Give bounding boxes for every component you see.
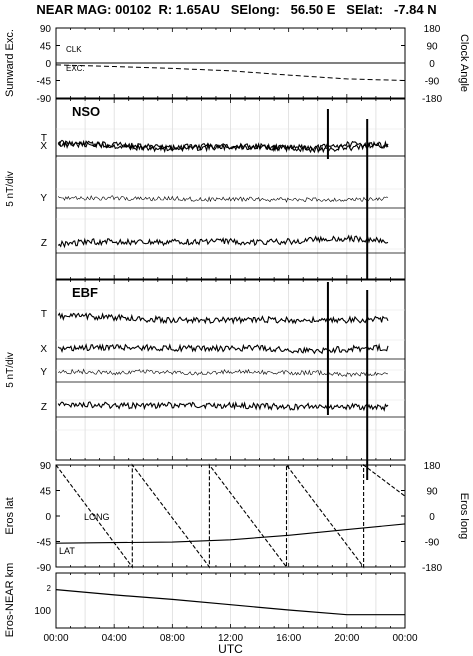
ebf-trace-z bbox=[57, 400, 389, 412]
y-tick-right-label: 90 bbox=[426, 42, 438, 53]
y-tick-right-label: -180 bbox=[422, 94, 442, 105]
y-tick-left-label: -90 bbox=[37, 94, 52, 105]
y-axis-label-right: Clock Angle bbox=[458, 34, 470, 92]
range-axis-label: Eros-NEAR km bbox=[4, 563, 16, 638]
x-tick-label: 12:00 bbox=[218, 633, 243, 644]
range-tick-label: 2 bbox=[47, 584, 52, 593]
ebf-trace-x bbox=[57, 343, 389, 355]
ebf-component-label-t: T bbox=[41, 309, 47, 320]
eros-lat-tick-label: -90 bbox=[37, 563, 52, 574]
ebf-component-label-y: Y bbox=[40, 367, 47, 378]
range-tick-label: 100 bbox=[34, 606, 51, 617]
nso-trace-y bbox=[57, 195, 389, 203]
x-axis-label: UTC bbox=[218, 642, 243, 656]
y-axis-label-left: Sunward Exc. bbox=[4, 29, 16, 97]
nso-y-axis-label: 5 nT/div bbox=[5, 171, 16, 207]
x-tick-label: 00:00 bbox=[392, 633, 417, 644]
annotation-exc: EXC. bbox=[66, 64, 85, 73]
series-clk bbox=[55, 64, 406, 81]
nso-trace-z bbox=[57, 234, 389, 249]
x-tick-label: 04:00 bbox=[102, 633, 127, 644]
ebf-component-label-z: Z bbox=[41, 402, 47, 413]
y-tick-left-label: 90 bbox=[40, 24, 52, 35]
eros-long-tick-label: 90 bbox=[426, 487, 438, 498]
nso-panel-label: NSO bbox=[72, 104, 100, 119]
nso-component-label-x: X bbox=[40, 141, 47, 152]
eros-long-tick-label: 0 bbox=[429, 512, 435, 523]
y-tick-left-label: 45 bbox=[40, 42, 52, 53]
y-tick-right-label: 180 bbox=[424, 24, 441, 35]
nso-component-label-z: Z bbox=[41, 238, 47, 249]
nso-component-label-t: T bbox=[41, 133, 47, 144]
annotation-long: LONG bbox=[84, 512, 110, 522]
series-range bbox=[55, 589, 405, 616]
y-tick-left-label: 0 bbox=[45, 59, 51, 70]
x-tick-label: 08:00 bbox=[160, 633, 185, 644]
ebf-component-label-x: X bbox=[40, 344, 47, 355]
eros-long-tick-label: -180 bbox=[422, 563, 442, 574]
ebf-panel-label: EBF bbox=[72, 285, 98, 300]
page-title: NEAR MAG: 00102 R: 1.65AU SElong: 56.50 … bbox=[36, 2, 437, 17]
eros-long-tick-label: -90 bbox=[425, 538, 440, 549]
eros-lat-tick-label: 45 bbox=[40, 487, 52, 498]
annotation-lat: LAT bbox=[59, 546, 75, 556]
ebf-trace-t bbox=[57, 312, 389, 325]
annotation-clk: CLK bbox=[66, 45, 82, 54]
y-tick-right-label: -90 bbox=[425, 77, 440, 88]
series-lat bbox=[55, 523, 406, 544]
eros-lat-tick-label: 0 bbox=[45, 512, 51, 523]
series-long bbox=[55, 463, 406, 569]
eros-lat-axis-label: Eros lat bbox=[4, 497, 16, 534]
eros-lat-tick-label: 90 bbox=[40, 461, 52, 472]
y-tick-left-label: -45 bbox=[37, 77, 52, 88]
nso-component-label-y: Y bbox=[40, 193, 47, 204]
x-tick-label: 16:00 bbox=[276, 633, 301, 644]
ebf-y-axis-label: 5 nT/div bbox=[5, 352, 16, 388]
y-tick-right-label: 0 bbox=[429, 59, 435, 70]
eros-long-axis-label: Eros long bbox=[458, 493, 470, 539]
x-tick-label: 00:00 bbox=[43, 633, 68, 644]
x-tick-label: 20:00 bbox=[334, 633, 359, 644]
ebf-trace-y bbox=[57, 368, 388, 378]
nso-trace-x bbox=[57, 140, 389, 154]
eros-long-tick-label: 180 bbox=[424, 461, 441, 472]
eros-lat-tick-label: -45 bbox=[37, 538, 52, 549]
